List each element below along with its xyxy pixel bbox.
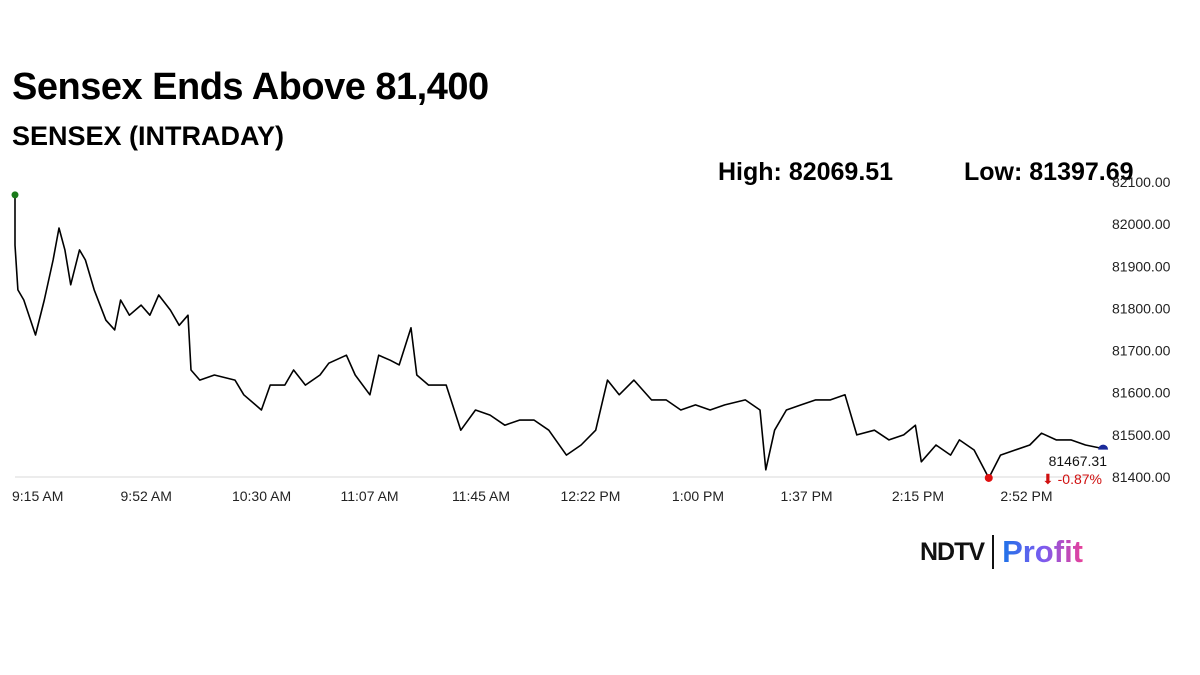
low-label: Low: 81397.69 <box>964 158 1134 186</box>
change-label: ⬇ -0.87% <box>1042 471 1102 487</box>
ndtv-profit-logo: NDTV Profit <box>920 532 1083 572</box>
x-tick-label: 1:37 PM <box>780 488 832 504</box>
high-label: High: 82069.51 <box>718 158 894 186</box>
x-tick-label: 2:15 PM <box>892 488 944 504</box>
logo-ndtv: NDTV <box>920 537 985 566</box>
sensex-line <box>14 194 1104 479</box>
y-tick-label: 81400.00 <box>1112 469 1171 485</box>
y-tick-label: 82000.00 <box>1112 216 1171 232</box>
logo-profit: Profit <box>1002 534 1083 569</box>
x-tick-label: 11:07 AM <box>340 488 398 504</box>
x-tick-label: 11:45 AM <box>452 488 510 504</box>
y-tick-label: 81800.00 <box>1112 300 1171 316</box>
x-tick-label: 9:52 AM <box>121 488 172 504</box>
y-tick-label: 82100.00 <box>1112 174 1171 190</box>
x-tick-label: 9:15 AM <box>12 488 63 504</box>
y-tick-label: 81700.00 <box>1112 343 1171 359</box>
last-value-label: 81467.31 <box>1049 453 1108 469</box>
x-tick-label: 12:22 PM <box>560 488 620 504</box>
logo-divider <box>992 535 995 569</box>
chart-subtitle: SENSEX (INTRADAY) <box>12 121 285 151</box>
y-tick-label: 81500.00 <box>1112 427 1171 443</box>
y-tick-label: 81600.00 <box>1112 385 1171 401</box>
headline: Sensex Ends Above 81,400 <box>12 66 489 108</box>
last-price-marker <box>1098 444 1109 450</box>
x-tick-label: 2:52 PM <box>1000 488 1052 504</box>
x-tick-label: 10:30 AM <box>232 488 291 504</box>
x-tick-label: 1:00 PM <box>672 488 724 504</box>
low-marker <box>984 473 993 482</box>
open-high-marker <box>11 191 19 199</box>
y-tick-label: 81900.00 <box>1112 258 1171 274</box>
